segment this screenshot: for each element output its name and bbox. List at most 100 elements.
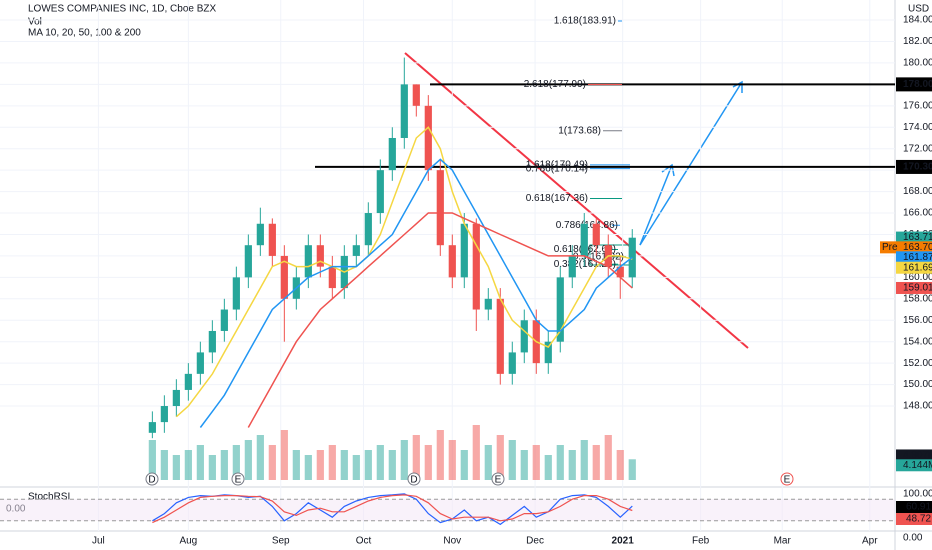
volume-bar — [496, 435, 504, 480]
volume-bar — [628, 459, 636, 480]
volume-bar — [544, 455, 552, 480]
volume-bar — [568, 450, 576, 480]
fib-label: 0.5(161.92) — [573, 251, 624, 262]
volume-bar — [208, 455, 216, 480]
candle-body — [460, 223, 468, 278]
volume-bar — [328, 445, 336, 480]
series-line — [175, 126, 633, 418]
level-tag-label: 178.00 — [903, 79, 932, 90]
volume-bar — [280, 430, 288, 480]
candle-body — [316, 245, 324, 267]
volume-bar — [508, 440, 516, 480]
currency: USD — [908, 4, 929, 15]
candle-body — [196, 352, 204, 374]
candle-body — [412, 84, 420, 106]
volume-bar — [532, 445, 540, 480]
volume-bar — [364, 450, 372, 480]
candle-body — [280, 255, 288, 299]
price-tag — [896, 251, 932, 264]
candle-body — [496, 298, 504, 374]
fib-label: 1.618(183.91) — [554, 16, 616, 27]
volume-bar — [160, 450, 168, 480]
candle-body — [304, 245, 312, 278]
stoch-tick-label: 100.00 — [903, 489, 932, 500]
level-tag — [896, 159, 932, 174]
candle-body — [388, 137, 396, 171]
volume-bar — [592, 445, 600, 480]
volume-bar — [388, 450, 396, 480]
volume-bar — [580, 440, 588, 480]
candle-body — [556, 277, 564, 342]
ma-label: MA 10, 20, 50, 100 & 200 — [28, 28, 141, 39]
volume-tag — [896, 449, 932, 462]
x-tick-label: Oct — [356, 536, 372, 547]
volume-bar — [412, 435, 420, 480]
candle-body — [400, 84, 408, 138]
y-tick-label: 176.00 — [903, 100, 932, 111]
event-marker — [145, 472, 159, 486]
candle-body — [220, 309, 228, 331]
event-label: D — [148, 475, 155, 486]
y-tick-label: 156.00 — [903, 315, 932, 326]
y-tick-label: 152.00 — [903, 358, 932, 369]
volume-bar — [352, 455, 360, 480]
fib-label: 1(173.68) — [558, 125, 601, 136]
price-tag — [896, 241, 932, 254]
stoch-tag-label: 60.91 — [906, 502, 931, 513]
volume-bar — [316, 450, 324, 480]
event-label: E — [235, 475, 242, 486]
volume-bar — [244, 440, 252, 480]
volume-bar — [436, 430, 444, 480]
fib-label: 0.618(167.36) — [526, 193, 588, 204]
volume-bar — [220, 450, 228, 480]
x-tick-label: Nov — [443, 536, 461, 547]
y-tick-label: 158.00 — [903, 293, 932, 304]
event-marker — [407, 472, 421, 486]
candle-body — [520, 320, 528, 353]
candle-body — [544, 341, 552, 364]
y-tick-label: 180.00 — [903, 58, 932, 69]
candle-body — [508, 352, 516, 374]
x-tick-label: Feb — [692, 536, 710, 547]
stoch-band — [0, 499, 895, 521]
volume-bar — [304, 455, 312, 480]
price-tag — [896, 261, 932, 274]
level-tag — [896, 77, 932, 92]
event-label: E — [784, 475, 791, 486]
volume-bar — [292, 450, 300, 480]
event-label: D — [410, 475, 417, 486]
fib-label: 2.618(177.99) — [524, 79, 586, 90]
y-tick-label: 184.00 — [903, 15, 932, 26]
volume-bar — [340, 450, 348, 480]
stoch-tag — [896, 501, 932, 513]
volume-tag — [896, 459, 932, 472]
price-tag-label: 163.71 — [903, 232, 932, 243]
x-tick-label: Jul — [92, 536, 105, 547]
volume-bar — [424, 445, 432, 480]
candle-body — [616, 266, 624, 278]
x-tick-label: 2021 — [612, 536, 635, 547]
price-tag-label: 161.87 — [903, 252, 932, 263]
y-tick-label: 168.00 — [903, 186, 932, 197]
y-tick-label: 174.00 — [903, 122, 932, 133]
event-marker — [491, 472, 505, 486]
candle-body — [580, 223, 588, 256]
volume-bar — [148, 440, 156, 480]
fib-label: 1.618(170.49) — [526, 160, 588, 171]
stoch-tag — [896, 513, 932, 525]
candle-body — [472, 223, 480, 310]
volume-bar — [472, 425, 480, 480]
candle-body — [172, 389, 180, 407]
y-tick-label: 166.00 — [903, 208, 932, 219]
series-line — [247, 212, 633, 428]
projection-arrow — [639, 81, 743, 246]
price-tag — [896, 231, 932, 244]
candle-body — [160, 406, 168, 423]
candle-body — [448, 245, 456, 278]
price-tag-label: 159.01 — [903, 283, 932, 294]
volume-bar — [376, 445, 384, 480]
candle-body — [184, 373, 192, 390]
x-tick-label: Mar — [774, 536, 792, 547]
volume-bar — [400, 440, 408, 480]
